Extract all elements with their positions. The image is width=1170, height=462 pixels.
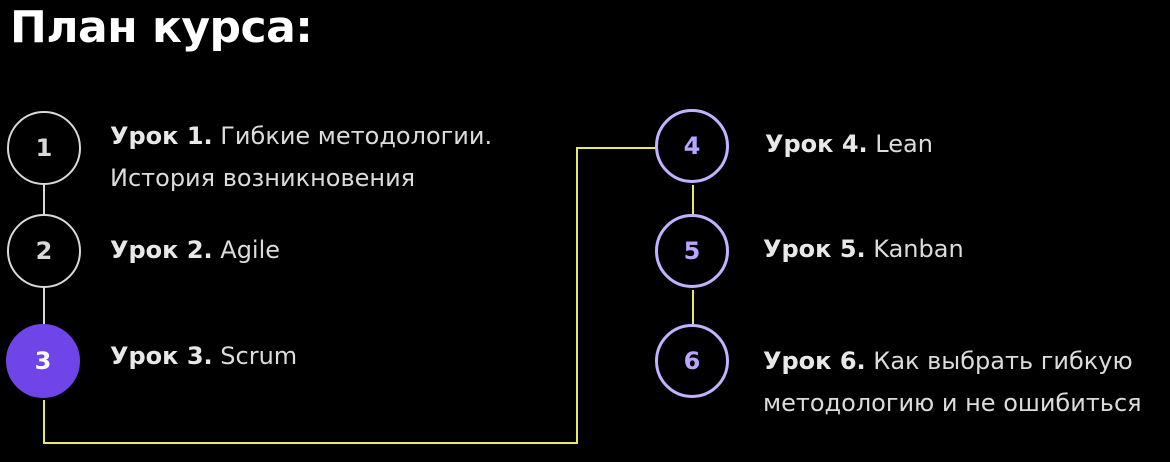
lesson-5-circle: 5	[655, 214, 729, 288]
lesson-2-prefix: Урок 2.	[110, 236, 213, 264]
lesson-1-title-line2: История возникновения	[110, 164, 416, 192]
lesson-5-prefix: Урок 5.	[763, 235, 866, 263]
lesson-3-circle: 3	[6, 324, 80, 398]
lesson-6-label: Урок 6. Как выбрать гибкую методологию и…	[763, 340, 1142, 424]
page-title: План курса:	[10, 2, 313, 53]
lesson-2-label: Урок 2. Agile	[110, 229, 280, 271]
lesson-4-number: 4	[683, 132, 701, 160]
lesson-4-label: Урок 4. Lean	[765, 123, 933, 165]
lesson-1-title: Гибкие методологии.	[220, 122, 493, 150]
lesson-4-prefix: Урок 4.	[765, 130, 868, 158]
lesson-1-number: 1	[35, 134, 53, 162]
lesson-6-title-line2: методологию и не ошибиться	[763, 389, 1142, 417]
lesson-5-title: Kanban	[873, 235, 964, 263]
lesson-2-number: 2	[35, 237, 53, 265]
lesson-2-title: Agile	[220, 236, 281, 264]
lesson-6-title: Как выбрать гибкую	[873, 347, 1133, 375]
lesson-6-prefix: Урок 6.	[763, 347, 866, 375]
lesson-4-title: Lean	[875, 130, 933, 158]
lesson-3-title: Scrum	[220, 342, 298, 370]
lesson-5-label: Урок 5. Kanban	[763, 228, 964, 270]
lesson-4-circle: 4	[655, 109, 729, 183]
lesson-3-prefix: Урок 3.	[110, 342, 213, 370]
lesson-3-number: 3	[34, 347, 52, 375]
lesson-1-label: Урок 1. Гибкие методологии. История возн…	[110, 115, 492, 199]
connector-3-4	[43, 147, 656, 444]
lesson-2-circle: 2	[7, 214, 81, 288]
lesson-3-label: Урок 3. Scrum	[110, 335, 297, 377]
lesson-6-number: 6	[683, 347, 701, 375]
lesson-1-circle: 1	[7, 111, 81, 185]
lesson-6-circle: 6	[655, 324, 729, 398]
lesson-1-prefix: Урок 1.	[110, 122, 213, 150]
lesson-5-number: 5	[683, 237, 701, 265]
